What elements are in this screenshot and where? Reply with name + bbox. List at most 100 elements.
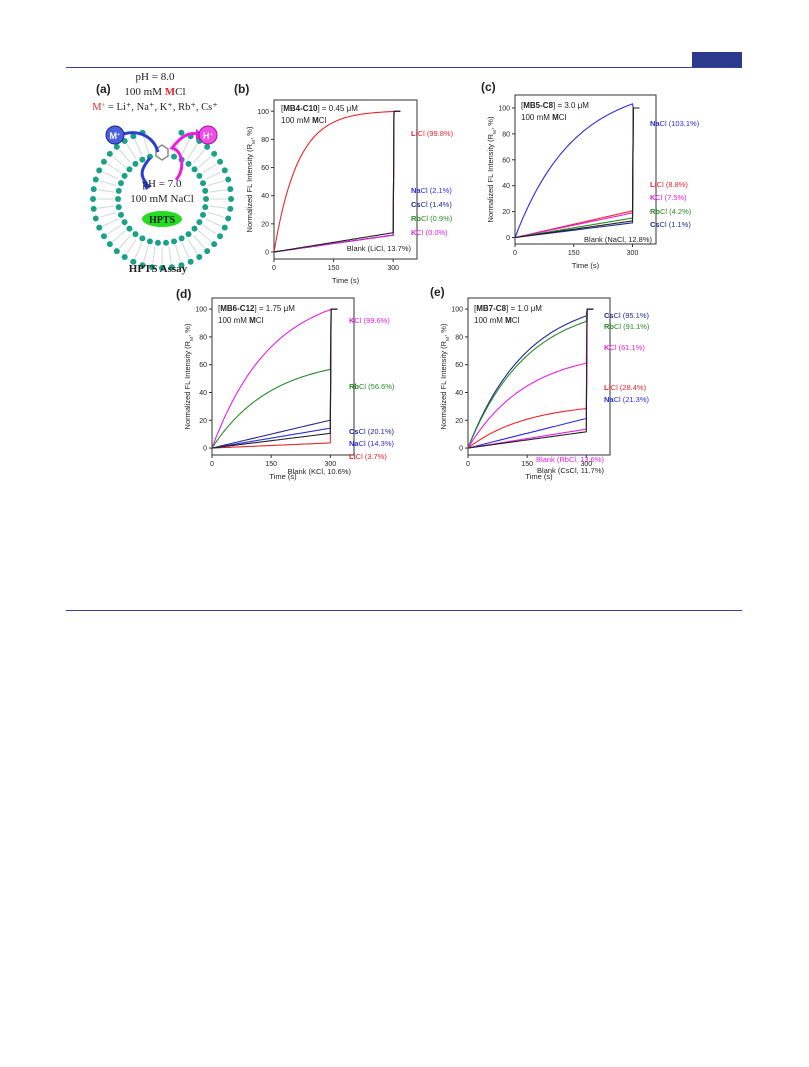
legend-label-na-part: Na xyxy=(411,186,421,195)
concentration-label-part: ] = 1.0 μM xyxy=(506,304,542,313)
lipid-bead-outer xyxy=(225,176,232,183)
lipid-tail xyxy=(107,224,122,235)
salt-label-part: Cl xyxy=(512,316,520,325)
legend-label-blank-part: Blank (LiCl, 13.7%) xyxy=(347,244,412,253)
legend-label-li-part: Li xyxy=(650,180,657,189)
concentration-label: [MB5-C8] = 3.0 μM xyxy=(521,101,589,110)
legend-label-na: NaCl (103.1%) xyxy=(650,119,700,128)
lipid-tail xyxy=(168,246,172,264)
lipid-bead-inner xyxy=(121,172,128,179)
salt-label: 100 mM MCl xyxy=(218,316,264,325)
series-line-blank xyxy=(514,107,640,239)
legend-label-blank-part: Blank (NaCl, 12.8%) xyxy=(584,235,652,244)
series-line-na xyxy=(467,308,594,449)
legend-label-li-part: Li xyxy=(411,129,418,138)
y-tick-label-part: 60 xyxy=(199,362,207,369)
series-line-na xyxy=(273,110,401,253)
legend-label-k-part: K xyxy=(604,343,610,352)
lipid-bead-outer xyxy=(227,186,234,193)
series-line-li xyxy=(211,308,338,449)
lipid-bead-inner xyxy=(185,231,192,238)
panel-a-ions-part: + xyxy=(102,102,106,109)
lipid-bead-outer xyxy=(113,248,120,255)
legend-label-cs-part: Cs xyxy=(349,427,359,436)
chart-panel-letter: (e) xyxy=(430,285,445,299)
x-tick-label: 300 xyxy=(324,461,336,468)
lipid-tail xyxy=(97,205,115,209)
salt-label-part: 100 mM xyxy=(281,116,312,125)
x-tick-label-part: 0 xyxy=(272,265,276,272)
lipid-tail xyxy=(107,163,122,174)
lipid-bead-outer xyxy=(228,196,234,202)
legend-label-li: LiCl (3.7%) xyxy=(349,452,387,461)
panel-a-salt-part: Cl xyxy=(175,86,185,98)
panel-a-ph-inner-part: pH = 7.0 xyxy=(143,178,182,190)
lipid-bead-inner xyxy=(202,204,209,211)
concentration-label-part: [ xyxy=(521,101,524,110)
legend-label-k-part: Cl (99.6%) xyxy=(354,316,390,325)
panel-a-nacl-part: 100 mM NaCl xyxy=(130,193,194,205)
lipid-bead-outer xyxy=(227,205,234,212)
y-tick-label: 20 xyxy=(261,221,269,228)
legend-label-k: KCl (0.0%) xyxy=(411,228,448,237)
cation-ball-icon xyxy=(105,125,125,145)
y-axis-label-part: M xyxy=(189,337,195,341)
legend-label-rb-part: Cl (0.9%) xyxy=(421,214,453,223)
series-line-blank xyxy=(273,110,401,253)
panel-a-caption-part: HPTS Assay xyxy=(129,263,188,275)
x-tick-label-part: 0 xyxy=(466,461,470,468)
y-tick-label: 100 xyxy=(195,307,207,314)
legend-label-li-part: Cl (3.7%) xyxy=(356,452,388,461)
y-tick-label-part: 40 xyxy=(261,193,269,200)
lipid-tail xyxy=(175,244,181,262)
legend-label-li-part: Cl (8.8%) xyxy=(657,180,689,189)
series-line-k xyxy=(273,110,401,253)
legend-label-rb-part: Cl (4.2%) xyxy=(660,207,692,216)
legend-label-na: NaCl (21.3%) xyxy=(604,395,650,404)
legend-label-cs-part: Cs xyxy=(650,220,660,229)
x-tick-label-part: 300 xyxy=(387,265,399,272)
y-tick-label-part: 0 xyxy=(506,235,510,242)
legend-label-cs-part: Cl (95.1%) xyxy=(614,311,650,320)
lipid-bead-inner xyxy=(185,160,192,167)
legend-label-li: LiCl (8.8%) xyxy=(650,180,688,189)
legend-label-na-part: Na xyxy=(650,119,660,128)
y-tick-label-part: 100 xyxy=(451,307,463,314)
lipid-tail xyxy=(134,139,143,156)
y-tick-label-part: 20 xyxy=(199,418,207,425)
concentration-label-part: MB5-C8 xyxy=(523,101,553,110)
y-tick-label-part: 100 xyxy=(498,105,510,112)
legend-label-rb: RbCl (91.1%) xyxy=(604,322,650,331)
x-tick-label: 0 xyxy=(466,461,470,468)
lipid-bead-inner xyxy=(191,225,198,232)
legend-label-blank: Blank (CsCl, 11.7%) xyxy=(537,466,604,475)
hpts-label-part: HPTS xyxy=(149,215,176,226)
y-axis-label: Normalized FL Intensity (RM, %) xyxy=(245,126,257,232)
series-line-blank xyxy=(467,308,594,449)
series-line-k xyxy=(211,308,338,449)
legend-label-blank: Blank (KCl, 10.6%) xyxy=(288,467,352,476)
lipid-tail xyxy=(209,205,227,209)
lipid-tail xyxy=(187,239,198,254)
x-axis-label: Time (s) xyxy=(332,276,360,285)
y-tick-label: 80 xyxy=(502,131,510,138)
x-tick-label: 0 xyxy=(210,461,214,468)
y-tick-label: 20 xyxy=(455,418,463,425)
y-tick-label-part: 0 xyxy=(459,446,463,453)
legend-label-k-part: Cl (7.5%) xyxy=(655,193,687,202)
lipid-tail xyxy=(197,230,212,242)
y-tick-label: 60 xyxy=(502,157,510,164)
y-tick-label-part: 20 xyxy=(502,209,510,216)
y-axis-label-part: M xyxy=(251,140,257,144)
lipid-tail xyxy=(99,212,117,218)
lipid-tail xyxy=(126,239,137,254)
chart-panel-c: (c) 0 150 300 0 20 40 60 80 100 Time (s) Normalized… xyxy=(481,80,700,270)
y-tick-label-part: 60 xyxy=(502,157,510,164)
lipid-bead-inner xyxy=(202,187,209,194)
lipid-bead-outer xyxy=(204,248,211,255)
y-tick-label: 60 xyxy=(199,362,207,369)
lipid-bead-inner xyxy=(132,231,139,238)
concentration-label-part: MB6-C12 xyxy=(220,304,255,313)
lipid-bead-inner xyxy=(115,196,121,202)
salt-label-part: M xyxy=(249,316,256,325)
